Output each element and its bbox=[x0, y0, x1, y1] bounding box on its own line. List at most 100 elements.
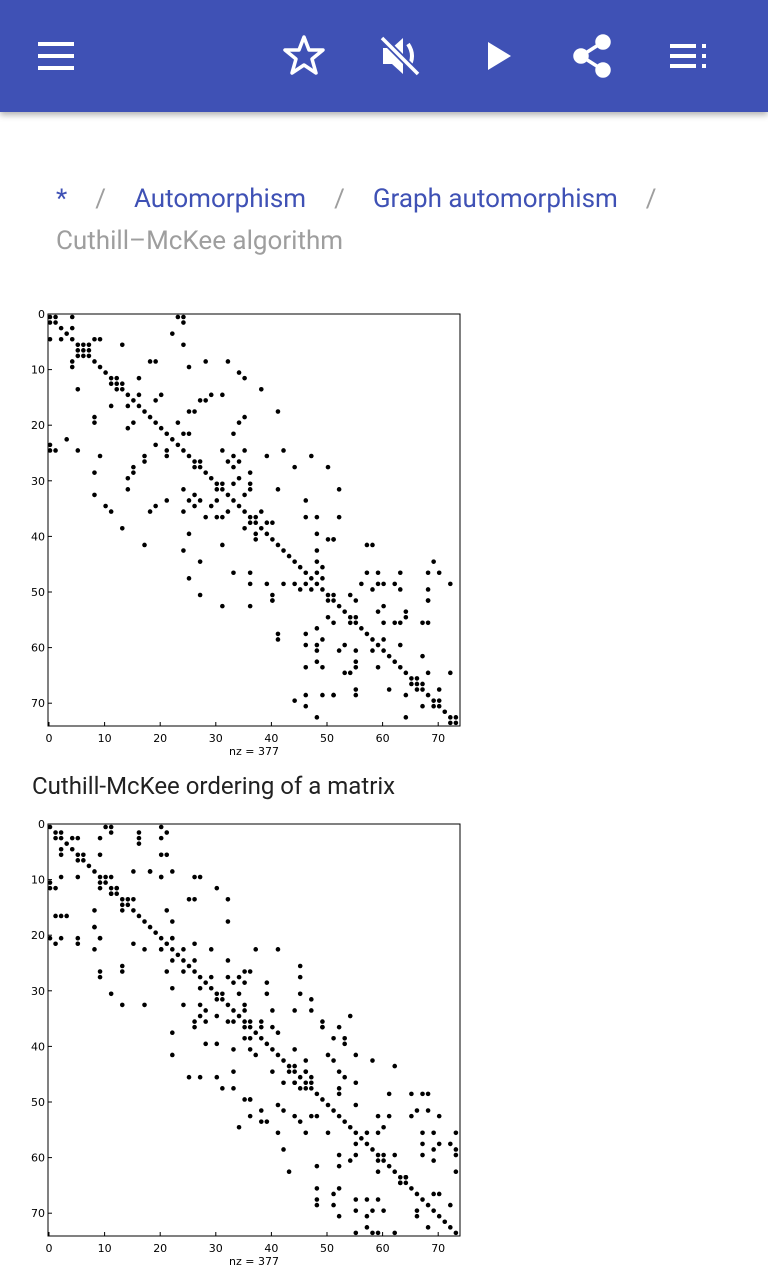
matrix-dot bbox=[119, 1002, 125, 1008]
matrix-dot bbox=[69, 835, 75, 841]
matrix-dot bbox=[242, 1002, 247, 1008]
menu-button[interactable] bbox=[38, 42, 74, 70]
matrix-dot bbox=[275, 631, 281, 637]
matrix-dot bbox=[242, 1035, 247, 1041]
matrix-dot bbox=[448, 715, 453, 720]
matrix-dot bbox=[242, 1024, 247, 1030]
matrix-dot bbox=[297, 1074, 303, 1080]
matrix-dot bbox=[409, 1113, 414, 1119]
matrix-dot bbox=[192, 492, 197, 498]
matrix-dot bbox=[75, 386, 81, 392]
matrix-dot bbox=[92, 947, 97, 952]
matrix-dot bbox=[275, 409, 281, 414]
matrix-dot bbox=[309, 453, 314, 459]
matrix-dot bbox=[270, 592, 275, 598]
matrix-dot bbox=[258, 509, 264, 514]
matrix-dot bbox=[131, 470, 136, 475]
matrix-dot bbox=[236, 1013, 242, 1019]
matrix-dot bbox=[208, 503, 214, 509]
matrix-dot bbox=[214, 487, 220, 492]
matrix-dot bbox=[153, 420, 158, 425]
matrix-dot bbox=[347, 1158, 353, 1163]
matrix-dot bbox=[164, 498, 170, 503]
matrix-dot bbox=[186, 531, 192, 537]
x-tick-label: 0 bbox=[46, 1242, 53, 1255]
matrix-dot bbox=[370, 637, 375, 642]
matrix-dot bbox=[264, 453, 270, 459]
matrix-dot bbox=[47, 935, 53, 941]
matrix-dot bbox=[320, 664, 325, 670]
breadcrumb-link[interactable]: Automorphism bbox=[133, 184, 307, 214]
matrix-dot bbox=[414, 681, 420, 687]
matrix-dot bbox=[131, 869, 136, 874]
matrix-dot bbox=[203, 980, 208, 985]
matrix-dot bbox=[436, 1191, 442, 1197]
matrix-dot bbox=[425, 587, 431, 592]
matrix-dot bbox=[64, 437, 69, 442]
matrix-dot bbox=[225, 1002, 231, 1008]
matrix-dot bbox=[425, 1108, 431, 1113]
matrix-dot bbox=[353, 659, 359, 665]
matrix-dot bbox=[347, 592, 353, 598]
matrix-dot bbox=[192, 896, 197, 902]
matrix-dot bbox=[303, 1058, 309, 1063]
matrix-dot bbox=[292, 581, 297, 587]
matrix-dot bbox=[292, 1080, 297, 1086]
matrix-dot bbox=[253, 1052, 259, 1058]
figure: 0 10 20 30 40 50 60 70 0 10 20 30 40 50 60 70 nz = 377 bbox=[31, 818, 461, 1268]
matrix-dot bbox=[375, 1152, 381, 1158]
matrix-dot bbox=[220, 487, 225, 492]
breadcrumb-link[interactable]: * bbox=[56, 184, 68, 214]
matrix-dot bbox=[53, 835, 58, 841]
matrix-dot bbox=[119, 386, 125, 392]
matrix-dot bbox=[331, 1108, 336, 1113]
matrix-dot bbox=[353, 1230, 359, 1236]
matrix-dot bbox=[270, 1024, 275, 1030]
matrix-dot bbox=[181, 342, 186, 348]
list-button[interactable] bbox=[670, 44, 706, 68]
matrix-dot bbox=[381, 1152, 386, 1158]
matrix-dot bbox=[108, 403, 114, 409]
matrix-dot bbox=[114, 381, 120, 387]
matrix-dot bbox=[331, 592, 336, 598]
matrix-dot bbox=[164, 941, 170, 947]
matrix-dot bbox=[75, 353, 81, 359]
matrix-dot bbox=[347, 614, 353, 620]
matrix-dot bbox=[314, 715, 320, 720]
matrix-dot bbox=[92, 420, 97, 425]
matrix-dot bbox=[192, 409, 197, 414]
matrix-dot bbox=[197, 459, 203, 464]
mute-button[interactable] bbox=[379, 35, 421, 77]
matrix-dot bbox=[370, 1147, 375, 1152]
share-button[interactable] bbox=[573, 34, 611, 78]
matrix-dot bbox=[336, 1091, 342, 1097]
matrix-dot bbox=[325, 614, 331, 620]
star-button[interactable] bbox=[283, 35, 325, 75]
matrix-dot bbox=[336, 1186, 342, 1191]
matrix-dot bbox=[275, 637, 281, 642]
matrix-dot bbox=[320, 1019, 325, 1024]
matrix-dot bbox=[53, 448, 58, 453]
breadcrumb-link[interactable]: Graph automorphism bbox=[372, 184, 618, 214]
matrix-dot bbox=[197, 1074, 203, 1080]
matrix-dot bbox=[292, 1069, 297, 1074]
matrix-dot bbox=[186, 453, 192, 459]
matrix-dot bbox=[331, 1202, 336, 1208]
matrix-dot bbox=[331, 620, 336, 626]
matrix-dot bbox=[158, 392, 164, 398]
matrix-dot bbox=[281, 1058, 286, 1063]
matrix-dot bbox=[181, 548, 186, 553]
matrix-dot bbox=[220, 542, 225, 548]
matrix-dot bbox=[281, 548, 286, 553]
matrix-dot bbox=[264, 991, 270, 997]
matrix-dot bbox=[181, 947, 186, 952]
matrix-dot bbox=[81, 353, 86, 359]
matrix-dot bbox=[320, 692, 325, 698]
matrix-dot bbox=[425, 692, 431, 698]
x-tick-label: 60 bbox=[376, 1242, 390, 1255]
matrix-dot bbox=[270, 1069, 275, 1074]
matrix-dot bbox=[342, 642, 347, 648]
matrix-dot bbox=[314, 1113, 320, 1119]
matrix-dot bbox=[425, 620, 431, 626]
play-button[interactable] bbox=[488, 42, 511, 70]
